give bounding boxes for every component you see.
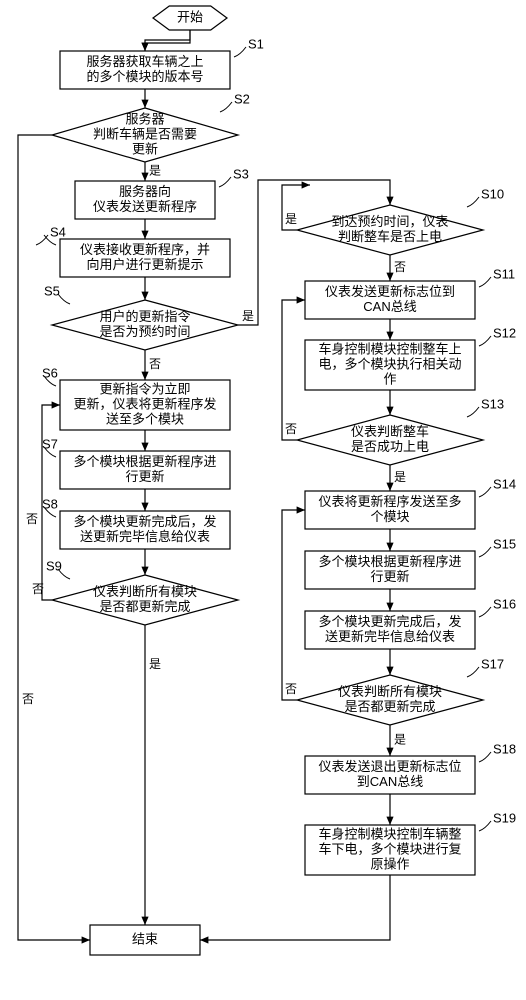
svg-text:S11: S11 bbox=[493, 266, 515, 281]
svg-text:S17: S17 bbox=[481, 656, 504, 671]
svg-text:多个模块根据更新程序进: 多个模块根据更新程序进 bbox=[318, 554, 461, 569]
s4-box: 仪表接收更新程序，并向用户进行更新提示 bbox=[60, 239, 230, 277]
svg-text:S14: S14 bbox=[493, 476, 516, 491]
svg-text:仪表将更新程序发送至多: 仪表将更新程序发送至多 bbox=[318, 494, 461, 509]
svg-text:开始: 开始 bbox=[177, 9, 203, 24]
svg-text:结束: 结束 bbox=[132, 931, 158, 946]
s15-box: 多个模块根据更新程序进行更新 bbox=[305, 551, 475, 589]
svg-text:否: 否 bbox=[285, 422, 297, 436]
svg-text:S12: S12 bbox=[493, 325, 516, 340]
svg-text:送更新完毕信息给仪表: 送更新完毕信息给仪表 bbox=[80, 529, 210, 544]
svg-text:否: 否 bbox=[32, 582, 44, 596]
svg-text:仪表发送更新程序: 仪表发送更新程序 bbox=[93, 199, 197, 214]
svg-text:更新指令为立即: 更新指令为立即 bbox=[99, 381, 190, 396]
svg-text:多个模块更新完成后，发: 多个模块更新完成后，发 bbox=[318, 614, 461, 629]
svg-text:个模块: 个模块 bbox=[370, 509, 409, 524]
svg-text:更新，仪表将更新程序发: 更新，仪表将更新程序发 bbox=[73, 396, 216, 411]
svg-text:S1: S1 bbox=[248, 36, 264, 51]
svg-text:S15: S15 bbox=[493, 536, 516, 551]
s19-box: 车身控制模块控制车辆整车下电，多个模块进行复原操作 bbox=[305, 825, 475, 875]
s18-box: 仪表发送退出更新标志位到CAN总线 bbox=[305, 756, 475, 794]
s7-box: 多个模块根据更新程序进行更新 bbox=[60, 451, 230, 489]
svg-text:向用户进行更新提示: 向用户进行更新提示 bbox=[86, 257, 203, 272]
svg-text:否: 否 bbox=[285, 682, 297, 696]
svg-text:车下电，多个模块进行复: 车下电，多个模块进行复 bbox=[318, 841, 461, 856]
svg-text:多个模块根据更新程序进: 多个模块根据更新程序进 bbox=[73, 454, 216, 469]
svg-text:S16: S16 bbox=[493, 596, 516, 611]
s10-diamond: 到达预约时间，仪表判断整车是否上电 bbox=[297, 205, 483, 255]
svg-text:是否都更新完成: 是否都更新完成 bbox=[344, 699, 435, 714]
svg-text:作: 作 bbox=[383, 371, 396, 386]
svg-text:S7: S7 bbox=[42, 436, 58, 451]
svg-text:是: 是 bbox=[394, 470, 406, 484]
svg-text:S5: S5 bbox=[44, 283, 60, 298]
svg-text:是: 是 bbox=[394, 733, 406, 747]
s1-box: 服务器获取车辆之上的多个模块的版本号 bbox=[60, 51, 230, 89]
svg-text:S3: S3 bbox=[233, 166, 249, 181]
svg-text:送更新完毕信息给仪表: 送更新完毕信息给仪表 bbox=[325, 629, 455, 644]
svg-text:是否都更新完成: 是否都更新完成 bbox=[99, 599, 190, 614]
svg-text:是: 是 bbox=[242, 309, 254, 323]
s3-box: 服务器向仪表发送更新程序 bbox=[75, 181, 215, 219]
svg-text:是: 是 bbox=[149, 657, 161, 671]
svg-text:仪表判断所有模块: 仪表判断所有模块 bbox=[93, 584, 197, 599]
svg-text:服务器向: 服务器向 bbox=[119, 184, 171, 199]
svg-text:多个模块更新完成后，发: 多个模块更新完成后，发 bbox=[73, 514, 216, 529]
svg-text:仪表判断整车: 仪表判断整车 bbox=[351, 424, 429, 439]
s17-diamond: 仪表判断所有模块是否都更新完成 bbox=[297, 675, 483, 725]
svg-text:否: 否 bbox=[394, 260, 406, 274]
svg-text:服务器获取车辆之上: 服务器获取车辆之上 bbox=[86, 54, 203, 69]
svg-text:电，多个模块执行相关动: 电，多个模块执行相关动 bbox=[318, 356, 461, 371]
svg-text:否: 否 bbox=[149, 357, 161, 371]
svg-text:判断整车是否上电: 判断整车是否上电 bbox=[338, 229, 442, 244]
s2-diamond: 服务器判断车辆是否需要更新 bbox=[52, 108, 238, 162]
svg-text:否: 否 bbox=[26, 512, 38, 526]
end-node: 结束 bbox=[90, 925, 200, 955]
svg-text:S2: S2 bbox=[234, 91, 250, 106]
svg-text:到CAN总线: 到CAN总线 bbox=[357, 774, 423, 789]
s12-box: 车身控制模块控制整车上电，多个模块执行相关动作 bbox=[305, 340, 475, 390]
svg-text:服务器: 服务器 bbox=[125, 111, 164, 126]
s8-box: 多个模块更新完成后，发送更新完毕信息给仪表 bbox=[60, 511, 230, 549]
svg-text:到达预约时间，仪表: 到达预约时间，仪表 bbox=[331, 214, 448, 229]
svg-text:车身控制模块控制整车上: 车身控制模块控制整车上 bbox=[318, 341, 461, 356]
start-node: 开始 bbox=[153, 6, 227, 30]
s5-diamond: 用户的更新指令是否为预约时间 bbox=[52, 300, 238, 350]
svg-text:仪表判断所有模块: 仪表判断所有模块 bbox=[338, 684, 442, 699]
s14-box: 仪表将更新程序发送至多个模块 bbox=[305, 491, 475, 529]
svg-text:仪表接收更新程序，并: 仪表接收更新程序，并 bbox=[80, 242, 210, 257]
svg-text:是否为预约时间: 是否为预约时间 bbox=[99, 324, 190, 339]
svg-text:S9: S9 bbox=[46, 558, 62, 573]
svg-text:S4: S4 bbox=[50, 224, 66, 239]
svg-text:行更新: 行更新 bbox=[125, 469, 164, 484]
svg-text:S19: S19 bbox=[493, 810, 516, 825]
svg-text:行更新: 行更新 bbox=[370, 569, 409, 584]
svg-text:S13: S13 bbox=[481, 396, 504, 411]
s11-box: 仪表发送更新标志位到CAN总线 bbox=[305, 281, 475, 319]
s16-box: 多个模块更新完成后，发送更新完毕信息给仪表 bbox=[305, 611, 475, 649]
svg-text:CAN总线: CAN总线 bbox=[363, 299, 416, 314]
s13-diamond: 仪表判断整车是否成功上电 bbox=[297, 415, 483, 465]
svg-text:S6: S6 bbox=[42, 365, 58, 380]
svg-text:S8: S8 bbox=[42, 496, 58, 511]
svg-text:用户的更新指令: 用户的更新指令 bbox=[99, 309, 190, 324]
svg-text:是: 是 bbox=[285, 212, 297, 226]
svg-text:的多个模块的版本号: 的多个模块的版本号 bbox=[86, 69, 203, 84]
flowchart: 开始服务器获取车辆之上的多个模块的版本号 S1 服务器判断车辆是否需要更新 S2 服务器… bbox=[0, 0, 526, 1000]
svg-text:判断车辆是否需要: 判断车辆是否需要 bbox=[93, 126, 197, 141]
s6-box: 更新指令为立即更新，仪表将更新程序发送至多个模块 bbox=[60, 380, 230, 430]
svg-text:S18: S18 bbox=[493, 741, 516, 756]
svg-text:否: 否 bbox=[22, 692, 34, 706]
svg-text:原操作: 原操作 bbox=[370, 856, 409, 871]
svg-text:仪表发送更新标志位到: 仪表发送更新标志位到 bbox=[325, 284, 455, 299]
svg-text:是: 是 bbox=[149, 164, 161, 178]
svg-text:S10: S10 bbox=[481, 186, 504, 201]
svg-text:仪表发送退出更新标志位: 仪表发送退出更新标志位 bbox=[318, 759, 461, 774]
s9-diamond: 仪表判断所有模块是否都更新完成 bbox=[52, 575, 238, 625]
svg-text:送至多个模块: 送至多个模块 bbox=[106, 411, 184, 426]
svg-text:更新: 更新 bbox=[132, 141, 158, 156]
svg-text:是否成功上电: 是否成功上电 bbox=[351, 439, 429, 454]
svg-text:车身控制模块控制车辆整: 车身控制模块控制车辆整 bbox=[318, 826, 461, 841]
